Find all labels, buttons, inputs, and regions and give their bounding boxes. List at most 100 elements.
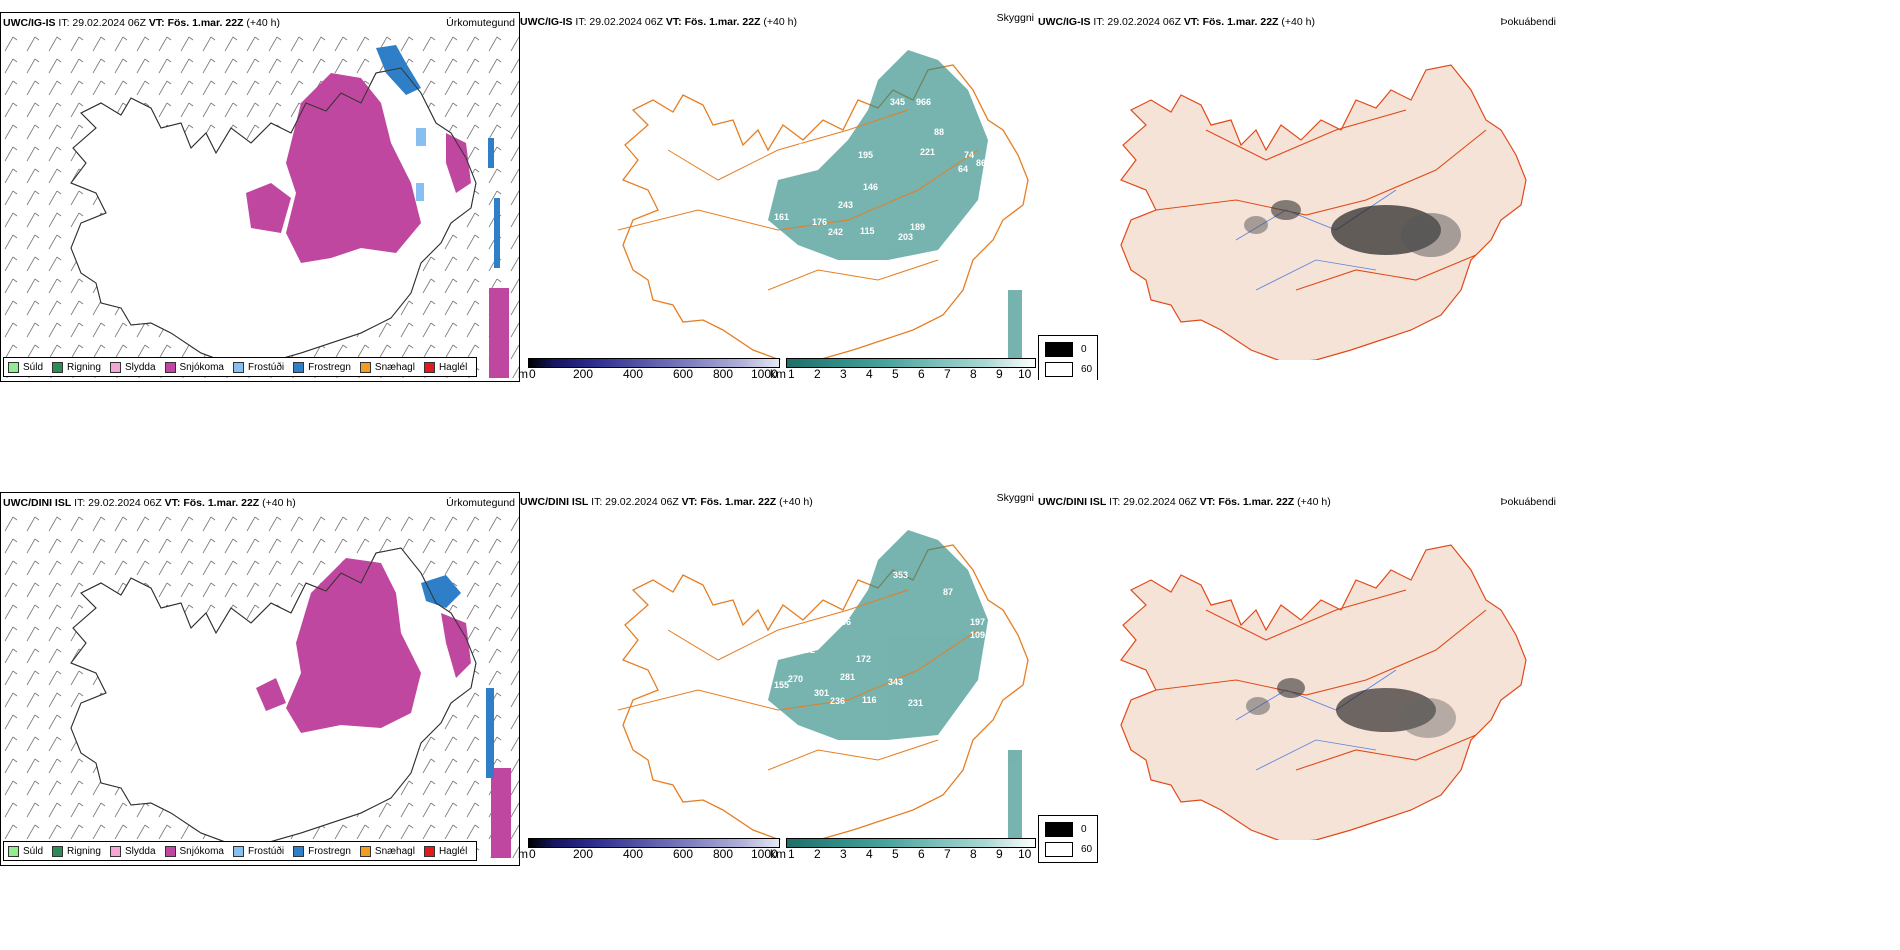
elev-tick: 1000 (751, 367, 778, 380)
elev-unit: m (518, 847, 528, 861)
svg-text:78: 78 (690, 226, 700, 236)
fog-map (1120, 64, 1527, 360)
elev-unit: m (518, 367, 528, 380)
vis-tick: 6 (918, 367, 925, 380)
precip-map (1, 513, 519, 858)
vis-tick: 9 (996, 367, 1003, 380)
legend-item: Frostregn (293, 361, 351, 373)
precip-legend: Súld Rigning Slydda Snjókoma Frostúði Fr… (3, 841, 478, 861)
legend-item: Rigning (52, 361, 101, 373)
svg-text:115: 115 (860, 226, 875, 236)
svg-text:292: 292 (800, 645, 815, 655)
svg-text:242: 242 (828, 227, 843, 237)
precip-legend: Súld Rigning Slydda Snjókoma Frostúði Fr… (3, 357, 478, 377)
snow-area (256, 558, 511, 858)
vis-tick: 8 (970, 847, 977, 861)
elev-tick: 200 (573, 367, 594, 380)
vis-tick: 2 (814, 847, 821, 861)
legend-item: Frostúði (232, 361, 284, 373)
svg-text:353: 353 (893, 570, 908, 580)
svg-text:116: 116 (862, 695, 877, 705)
legend-item: Rigning (52, 845, 101, 857)
panel-label-precip: Úrkomutegund (446, 497, 515, 509)
low-visibility-area (768, 50, 1022, 360)
frz-rain-area (376, 45, 500, 268)
fog-map (1120, 544, 1527, 840)
legend-item: Haglél (423, 361, 467, 373)
legend-item: Frostúði (232, 845, 284, 857)
visibility-panel-row2: UWC/DINI ISL IT: 29.02.2024 06Z VT: Fös.… (518, 492, 1036, 864)
vis-values: 345 966 88 221 74 64 860 195 146 111 161… (690, 97, 991, 242)
snow-area (246, 73, 509, 378)
vis-tick: 4 (866, 847, 873, 861)
visibility-map: 353 87 197 109 336 292 172 281 188 155 2… (617, 530, 1029, 840)
vis-tick: 7 (944, 367, 951, 380)
svg-text:111: 111 (730, 210, 744, 220)
cloud-legend: 0 60 (1038, 335, 1098, 380)
svg-text:345: 345 (890, 97, 905, 107)
low-visibility-area (768, 530, 1022, 840)
elev-tick: 600 (673, 367, 694, 380)
elevation-colorbar (528, 838, 780, 848)
vis-tick: 5 (892, 847, 899, 861)
elev-tick: 1000 (751, 847, 778, 861)
svg-text:860: 860 (976, 158, 991, 168)
panel-title: UWC/IG-IS IT: 29.02.2024 06Z VT: Fös. 1.… (520, 16, 797, 28)
svg-text:231: 231 (908, 698, 923, 708)
elevation-colorbar (528, 358, 780, 368)
svg-text:236: 236 (830, 696, 845, 706)
legend-item: Súld (8, 845, 43, 857)
elev-tick: 400 (623, 847, 644, 861)
vis-tick: 10 (1018, 847, 1032, 861)
vis-tick: 3 (840, 367, 847, 380)
legend-item: Snæhagl (359, 361, 415, 373)
vis-tick: 2 (814, 367, 821, 380)
panel-label-vis: Skyggni (996, 492, 1034, 504)
elev-tick: 600 (673, 847, 694, 861)
panel-label-precip: Úrkomutegund (446, 17, 515, 29)
vis-tick: 10 (1018, 367, 1032, 380)
vis-tick: 5 (892, 367, 899, 380)
legend-item: Súld (8, 361, 43, 373)
visibility-colorbar (786, 358, 1036, 368)
precip-type-panel-row2: UWC/DINI ISL IT: 29.02.2024 06Z VT: Fös.… (0, 492, 520, 866)
precip-map (1, 33, 519, 378)
svg-text:343: 343 (888, 677, 903, 687)
roads (617, 109, 979, 291)
elev-tick: 400 (623, 367, 644, 380)
legend-item: Haglél (423, 845, 467, 857)
svg-text:270: 270 (788, 674, 803, 684)
svg-text:64: 64 (958, 164, 968, 174)
svg-text:336: 336 (836, 617, 851, 627)
svg-text:74: 74 (964, 150, 974, 160)
legend-item: Slydda (109, 845, 156, 857)
svg-text:203: 203 (898, 232, 913, 242)
roads (617, 589, 979, 771)
svg-text:87: 87 (943, 587, 953, 597)
svg-text:176: 176 (812, 217, 827, 227)
frz-drizzle-area (416, 128, 426, 201)
svg-text:281: 281 (840, 672, 855, 682)
panel-title: UWC/DINI ISL IT: 29.02.2024 06Z VT: Fös.… (3, 497, 296, 509)
svg-text:966: 966 (916, 97, 931, 107)
svg-text:301: 301 (814, 688, 829, 698)
svg-text:243: 243 (838, 200, 853, 210)
vis-unit: km (770, 367, 786, 380)
vis-tick: 4 (866, 367, 873, 380)
panel-title: UWC/DINI ISL IT: 29.02.2024 06Z VT: Fös.… (520, 496, 813, 508)
legend-item: Snjókoma (164, 361, 224, 373)
panel-label-fog: Þokuábendi (1500, 16, 1556, 28)
vis-tick: 3 (840, 847, 847, 861)
elev-tick: 800 (713, 367, 734, 380)
roads (1155, 589, 1487, 771)
precip-type-panel-row1: UWC/IG-IS IT: 29.02.2024 06Z VT: Fös. 1.… (0, 12, 520, 382)
svg-text:197: 197 (970, 617, 985, 627)
svg-text:146: 146 (863, 182, 878, 192)
panel-title: UWC/IG-IS IT: 29.02.2024 06Z VT: Fös. 1.… (3, 17, 280, 29)
vis-tick: 1 (788, 847, 795, 861)
fog-panel-row2: UWC/DINI ISL IT: 29.02.2024 06Z VT: Fös.… (1036, 492, 1556, 864)
svg-text:155: 155 (774, 680, 789, 690)
elev-tick: 800 (713, 847, 734, 861)
legend-item: Frostregn (293, 845, 351, 857)
vis-tick: 8 (970, 367, 977, 380)
